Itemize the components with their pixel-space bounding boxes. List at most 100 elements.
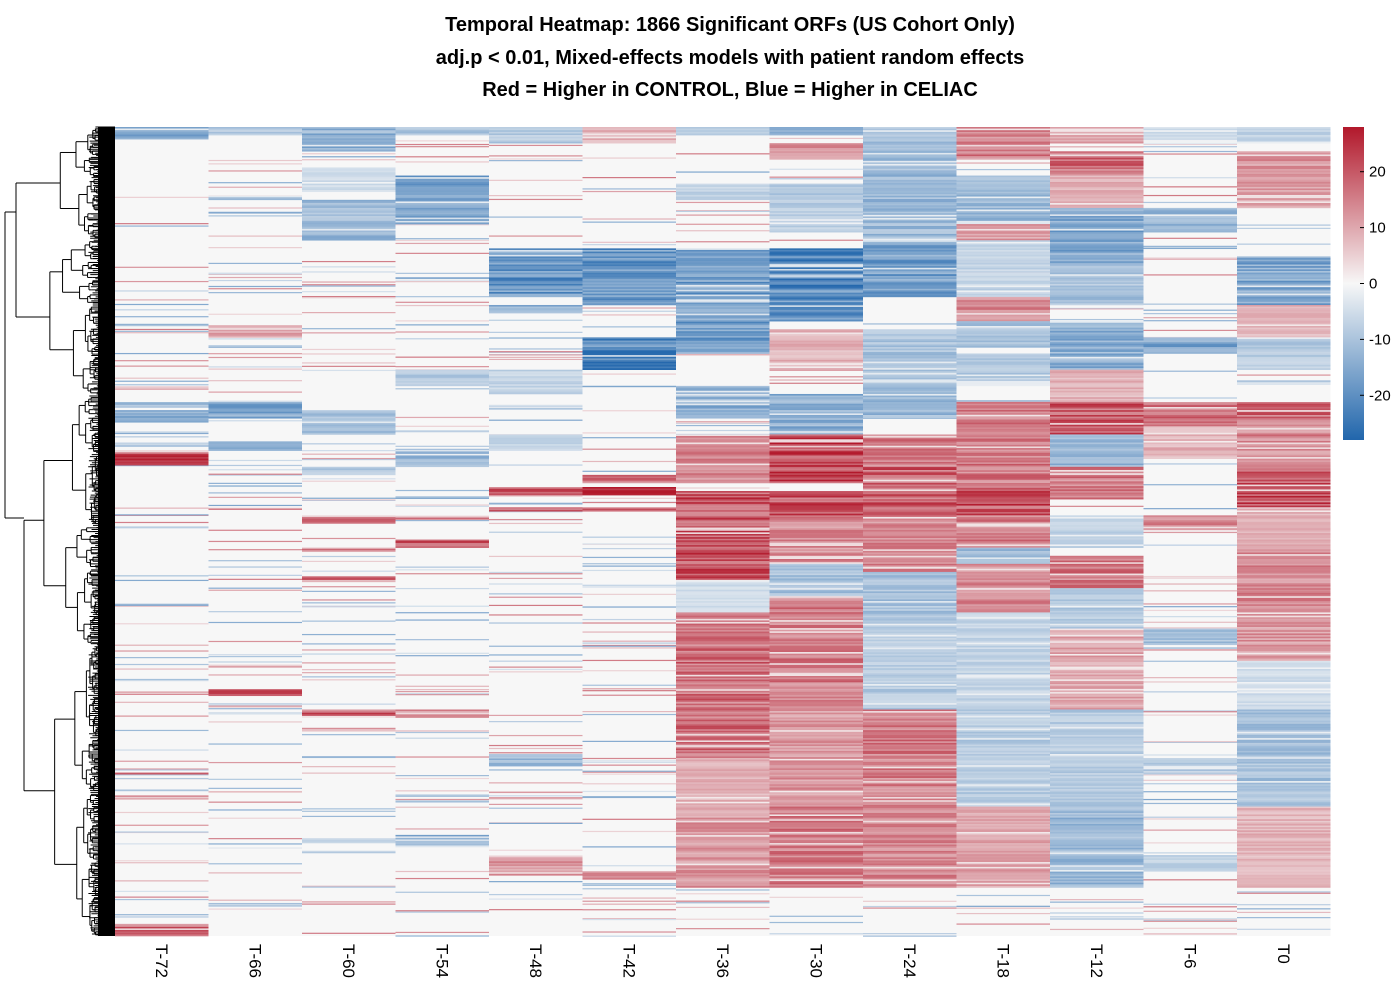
heatmap-cell bbox=[489, 518, 583, 521]
heatmap-cell bbox=[769, 562, 863, 565]
heatmap-cell bbox=[956, 369, 1050, 372]
heatmap-cell bbox=[769, 393, 863, 396]
heatmap-cell bbox=[1050, 809, 1144, 812]
heatmap-cell bbox=[582, 347, 676, 349]
heatmap-cell bbox=[956, 282, 1050, 285]
heatmap-cell bbox=[956, 280, 1050, 283]
heatmap-cell bbox=[956, 808, 1050, 811]
heatmap-cell bbox=[302, 599, 396, 601]
heatmap-cell bbox=[676, 718, 770, 720]
heatmap-cell bbox=[1143, 627, 1237, 629]
heatmap-cell bbox=[863, 589, 957, 592]
heatmap-cell bbox=[863, 870, 957, 872]
heatmap-cell bbox=[676, 463, 770, 466]
heatmap-cell bbox=[769, 445, 863, 448]
heatmap-cell bbox=[863, 653, 957, 656]
heatmap-cell bbox=[302, 211, 396, 214]
heatmap-cell bbox=[956, 198, 1050, 201]
heatmap-cell bbox=[956, 308, 1050, 311]
heatmap-cell bbox=[863, 581, 957, 584]
heatmap-cell bbox=[769, 624, 863, 627]
heatmap-cell bbox=[582, 141, 676, 144]
heatmap-cell bbox=[863, 211, 957, 214]
heatmap-cell bbox=[582, 274, 676, 277]
heatmap-cell bbox=[1050, 876, 1144, 879]
heatmap-cell bbox=[489, 660, 583, 662]
heatmap-cell bbox=[956, 754, 1050, 756]
heatmap-cell bbox=[676, 508, 770, 511]
heatmap-cell bbox=[676, 424, 770, 427]
heatmap-cell bbox=[676, 721, 770, 724]
heatmap-cell bbox=[863, 822, 957, 825]
heatmap-cell bbox=[863, 258, 957, 260]
heatmap-cell bbox=[208, 694, 302, 697]
heatmap-cell bbox=[1143, 303, 1237, 305]
heatmap-cell bbox=[863, 744, 957, 747]
heatmap-cell bbox=[956, 709, 1050, 712]
heatmap-cell bbox=[676, 410, 770, 413]
heatmap-cell bbox=[1050, 599, 1144, 602]
heatmap-cell bbox=[956, 804, 1050, 807]
heatmap-cell bbox=[1050, 353, 1144, 356]
heatmap-cell bbox=[956, 279, 1050, 282]
heatmap-cell bbox=[956, 882, 1050, 885]
heatmap-cell bbox=[956, 274, 1050, 277]
heatmap-cell bbox=[1143, 754, 1237, 756]
heatmap-cell bbox=[1050, 562, 1144, 565]
heatmap-cell bbox=[1143, 868, 1237, 870]
heatmap-cell bbox=[1050, 711, 1144, 713]
heatmap-cell bbox=[769, 295, 863, 298]
heatmap-cell bbox=[582, 491, 676, 494]
heatmap-cell bbox=[676, 884, 770, 887]
heatmap-cell bbox=[769, 763, 863, 766]
heatmap-cell bbox=[302, 727, 396, 729]
heatmap-cell bbox=[1143, 798, 1237, 801]
heatmap-cell bbox=[863, 210, 957, 212]
heatmap-cell bbox=[956, 321, 1050, 324]
heatmap-cell bbox=[676, 634, 770, 637]
heatmap-cell bbox=[1143, 343, 1237, 346]
heatmap-cell bbox=[676, 863, 770, 866]
heatmap-cell bbox=[1050, 789, 1144, 791]
heatmap-cell bbox=[956, 149, 1050, 152]
heatmap-cell bbox=[489, 758, 583, 761]
heatmap-cell bbox=[395, 156, 489, 158]
heatmap-cell bbox=[302, 672, 396, 674]
heatmap-cell bbox=[863, 507, 957, 510]
heatmap-cell bbox=[956, 500, 1050, 503]
heatmap-cell bbox=[489, 136, 583, 139]
heatmap-cell bbox=[489, 503, 583, 505]
heatmap-cell bbox=[956, 687, 1050, 690]
heatmap-cell bbox=[956, 533, 1050, 536]
heatmap-cell bbox=[1050, 377, 1144, 380]
heatmap-cell bbox=[395, 369, 489, 372]
heatmap-cell bbox=[676, 201, 770, 204]
heatmap-cell bbox=[302, 172, 396, 175]
heatmap-cell bbox=[1050, 183, 1144, 186]
heatmap-cell bbox=[582, 298, 676, 301]
heatmap-cell bbox=[1050, 182, 1144, 184]
heatmap-cell bbox=[1143, 759, 1237, 762]
heatmap-cell bbox=[582, 918, 676, 920]
heatmap-cell bbox=[956, 157, 1050, 160]
heatmap-cell bbox=[956, 217, 1050, 220]
heatmap-cell bbox=[676, 186, 770, 189]
heatmap-cell bbox=[582, 865, 676, 867]
heatmap-cell bbox=[863, 658, 957, 661]
heatmap-cell bbox=[676, 535, 770, 538]
heatmap-cell bbox=[769, 403, 863, 406]
heatmap-cell bbox=[676, 299, 770, 302]
heatmap-cell bbox=[863, 465, 957, 468]
heatmap-cell bbox=[1050, 874, 1144, 877]
heatmap-cell bbox=[582, 251, 676, 254]
heatmap-cell bbox=[863, 809, 957, 812]
heatmap-cell bbox=[863, 358, 957, 361]
heatmap-cell bbox=[769, 658, 863, 661]
heatmap-cell bbox=[582, 565, 676, 567]
heatmap-cell bbox=[956, 162, 1050, 164]
heatmap-cell bbox=[769, 583, 863, 586]
heatmap-cell bbox=[676, 476, 770, 479]
heatmap-cell bbox=[489, 622, 583, 624]
heatmap-cell bbox=[115, 796, 209, 798]
heatmap-cell bbox=[769, 733, 863, 736]
